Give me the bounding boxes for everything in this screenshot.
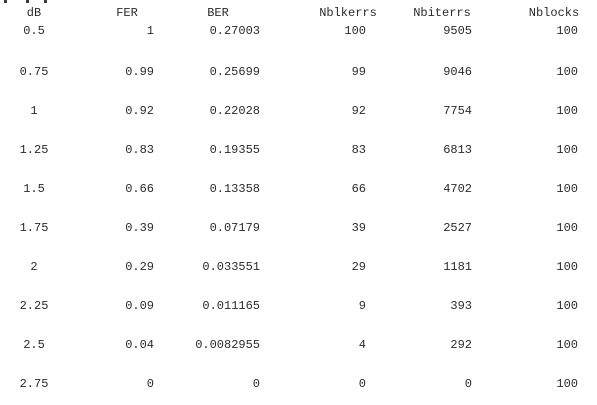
cell-nblkerrs: 66 xyxy=(351,182,366,196)
cell-fer: 0.29 xyxy=(125,260,154,274)
cell-fer: 0.99 xyxy=(125,65,154,79)
clipped-text-fragment xyxy=(0,0,60,3)
cell-ber: 0.07179 xyxy=(209,221,260,235)
cell-nblkerrs: 39 xyxy=(351,221,366,235)
cell-db: 1.5 xyxy=(23,182,45,196)
cell-nblocks: 100 xyxy=(556,221,578,235)
cell-db: 2.75 xyxy=(19,377,49,391)
cell-fer: 0.04 xyxy=(125,338,154,352)
cell-nblkerrs: 0 xyxy=(358,377,366,391)
cell-ber: 0.27003 xyxy=(209,24,260,38)
cell-db: 1.25 xyxy=(19,143,49,157)
cell-ber: 0.13358 xyxy=(209,182,260,196)
cell-ber: 0.25699 xyxy=(209,65,260,79)
cell-fer: 0.83 xyxy=(125,143,154,157)
cell-fer: 0 xyxy=(146,377,154,391)
cell-db: 0.5 xyxy=(23,24,45,38)
cell-fer: 0.66 xyxy=(125,182,154,196)
header-ber: BER xyxy=(207,6,229,20)
cell-ber: 0.19355 xyxy=(209,143,260,157)
cell-ber: 0.22028 xyxy=(209,104,260,118)
cell-nblocks: 100 xyxy=(556,104,578,118)
cell-db: 2.5 xyxy=(23,338,45,352)
cell-fer: 0.92 xyxy=(125,104,154,118)
cell-ber: 0.011165 xyxy=(202,299,260,313)
cell-fer: 1 xyxy=(146,24,154,38)
cell-nbiterrs: 4702 xyxy=(443,182,472,196)
cell-nblocks: 100 xyxy=(556,65,578,79)
cell-nblocks: 100 xyxy=(556,377,578,391)
fragment-mark xyxy=(4,0,7,3)
header-nbiterrs: Nbiterrs xyxy=(413,6,471,20)
fragment-mark xyxy=(44,0,47,3)
cell-db: 1.75 xyxy=(19,221,49,235)
header-nblocks: Nblocks xyxy=(528,6,580,20)
cell-ber: 0 xyxy=(252,377,260,391)
cell-nblocks: 100 xyxy=(556,299,578,313)
cell-nblocks: 100 xyxy=(556,24,578,38)
cell-nblkerrs: 99 xyxy=(351,65,366,79)
cell-nblkerrs: 83 xyxy=(351,143,366,157)
header-nblkerrs: Nblkerrs xyxy=(319,6,377,20)
cell-nblkerrs: 9 xyxy=(358,299,366,313)
cell-nbiterrs: 393 xyxy=(450,299,472,313)
cell-db: 0.75 xyxy=(19,65,49,79)
fragment-mark xyxy=(26,0,29,3)
cell-db: 2.25 xyxy=(19,299,49,313)
cell-nblkerrs: 92 xyxy=(351,104,366,118)
header-fer: FER xyxy=(116,6,138,20)
cell-nblkerrs: 100 xyxy=(344,24,366,38)
cell-nblocks: 100 xyxy=(556,143,578,157)
cell-nblocks: 100 xyxy=(556,260,578,274)
cell-db: 1 xyxy=(30,104,38,118)
cell-nbiterrs: 9046 xyxy=(443,65,472,79)
cell-nblocks: 100 xyxy=(556,182,578,196)
cell-nblocks: 100 xyxy=(556,338,578,352)
cell-ber: 0.0082955 xyxy=(195,338,260,352)
cell-fer: 0.09 xyxy=(125,299,154,313)
cell-nbiterrs: 0 xyxy=(464,377,472,391)
header-db: dB xyxy=(26,6,42,20)
cell-nbiterrs: 1181 xyxy=(443,260,472,274)
cell-nbiterrs: 9505 xyxy=(443,24,472,38)
cell-nbiterrs: 7754 xyxy=(443,104,472,118)
cell-nbiterrs: 292 xyxy=(450,338,472,352)
cell-fer: 0.39 xyxy=(125,221,154,235)
cell-ber: 0.033551 xyxy=(202,260,260,274)
cell-db: 2 xyxy=(30,260,38,274)
cell-nblkerrs: 29 xyxy=(351,260,366,274)
cell-nbiterrs: 2527 xyxy=(443,221,472,235)
cell-nblkerrs: 4 xyxy=(358,338,366,352)
cell-nbiterrs: 6813 xyxy=(443,143,472,157)
